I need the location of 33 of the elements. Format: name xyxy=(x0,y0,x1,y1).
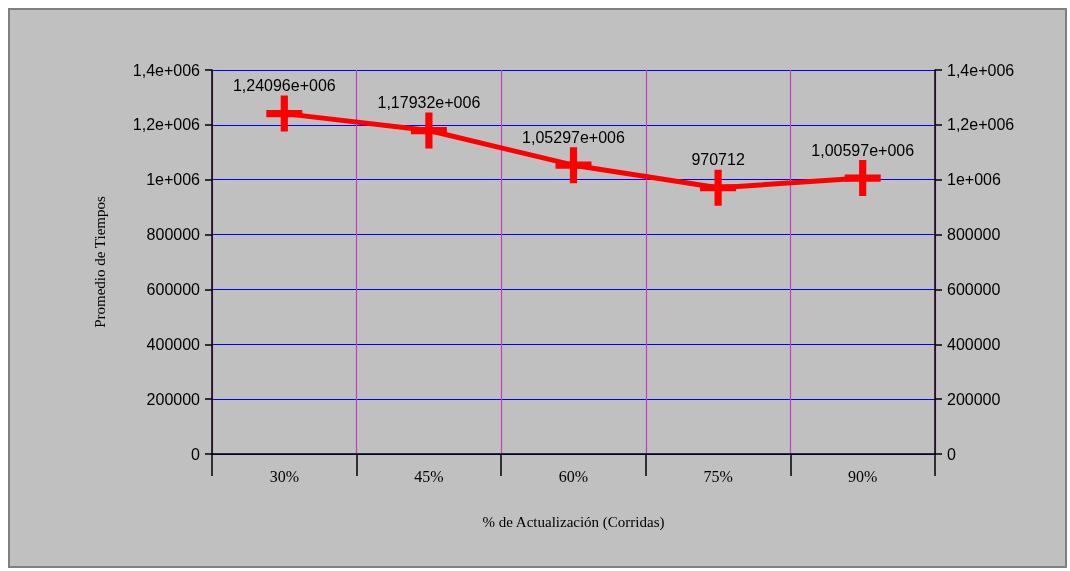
y2-tick-label: 1,2e+006 xyxy=(947,116,1015,134)
point xyxy=(700,169,737,206)
data-label: 1,17932e+006 xyxy=(377,94,481,112)
y2-tick-label: 400000 xyxy=(947,335,1001,353)
y2-tick-label: 600000 xyxy=(947,280,1001,298)
point xyxy=(844,160,881,197)
y2-tick-label: 1,4e+006 xyxy=(947,61,1015,79)
data-label: 1,00597e+006 xyxy=(811,141,915,159)
y-tick-label: 0 xyxy=(191,445,201,463)
y2-tick-label: 200000 xyxy=(947,390,1001,408)
x-tick-label: 90% xyxy=(848,467,878,485)
x-tick-label: 75% xyxy=(703,467,733,485)
y-tick-label: 1,4e+006 xyxy=(132,61,201,79)
point xyxy=(266,95,303,132)
y2-tick-label: 0 xyxy=(947,445,956,463)
x-tick-label: 45% xyxy=(414,467,444,485)
y-axis-title: Promedio de Tiempos xyxy=(91,196,108,328)
y-tick-label: 600000 xyxy=(146,280,201,298)
y-tick-label: 1e+006 xyxy=(146,171,201,189)
x-axis-title: % de Actualización (Corridas) xyxy=(482,513,665,531)
point xyxy=(555,147,592,184)
data-label: 970712 xyxy=(691,151,745,169)
data-label: 1,05297e+006 xyxy=(522,128,625,146)
x-tick-label: 60% xyxy=(558,467,589,485)
x-tick-label: 30% xyxy=(269,467,299,485)
y2-tick-label: 800000 xyxy=(947,226,1001,244)
point xyxy=(410,112,447,149)
y-tick-label: 400000 xyxy=(146,335,201,353)
y-tick-label: 200000 xyxy=(146,390,201,408)
y2-tick-label: 1e+006 xyxy=(947,171,1001,189)
y-tick-label: 800000 xyxy=(146,226,201,244)
y-tick-label: 1,2e+006 xyxy=(132,116,201,134)
data-label: 1,24096e+006 xyxy=(232,77,336,95)
